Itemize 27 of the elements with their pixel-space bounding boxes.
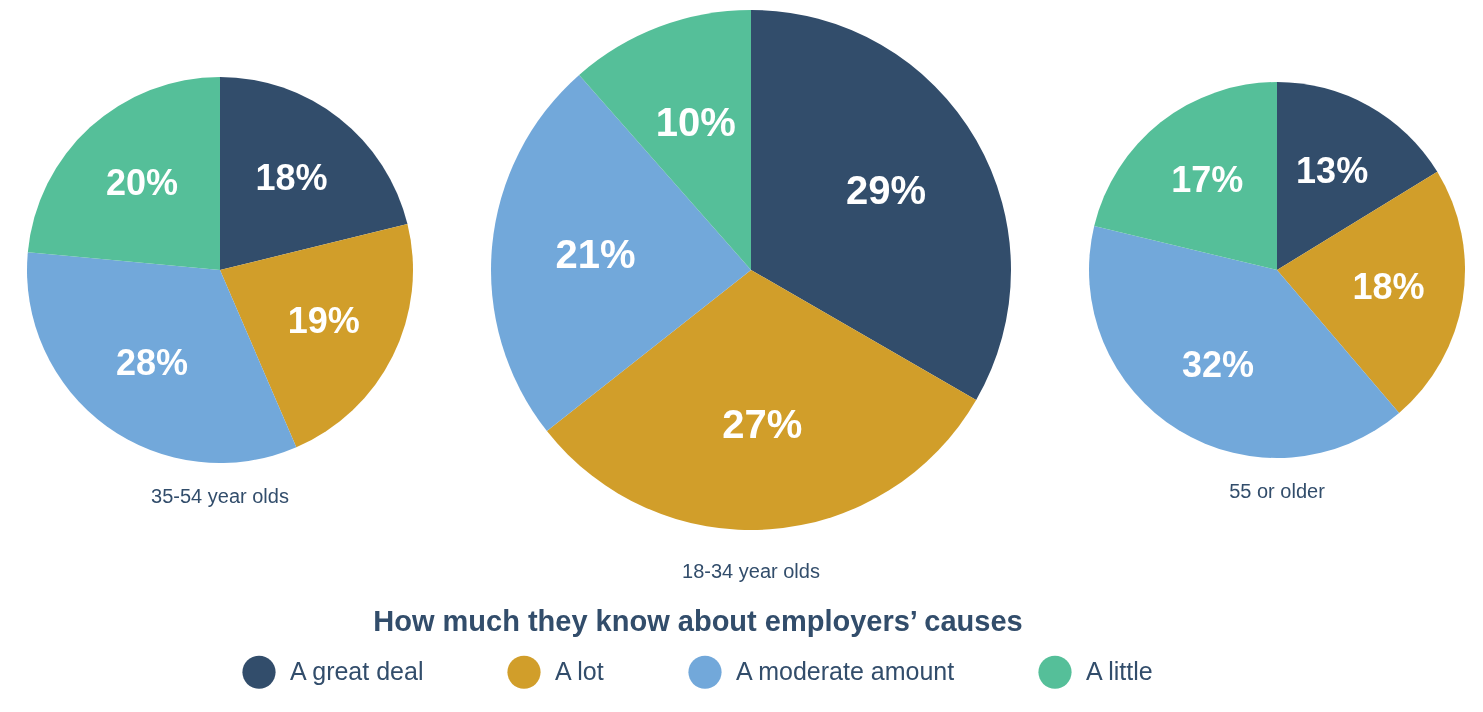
legend-label: A moderate amount xyxy=(736,657,955,686)
pie-slice xyxy=(27,77,220,270)
pie-slice xyxy=(220,224,413,448)
legend-label: A lot xyxy=(555,657,604,686)
data-label: 18% xyxy=(255,156,328,198)
data-label: 28% xyxy=(115,341,188,383)
data-label: 18% xyxy=(1352,265,1425,307)
pie-slice xyxy=(1277,82,1438,270)
data-label: 21% xyxy=(555,231,636,276)
data-label: 20% xyxy=(105,162,179,204)
pie-slice xyxy=(751,10,1011,400)
text: 55 or older xyxy=(1229,480,1326,502)
legend-label: A little xyxy=(1086,657,1153,686)
text: 18-34 year olds xyxy=(682,560,820,582)
data-label: 13% xyxy=(1296,149,1369,191)
pie-slice xyxy=(1094,82,1277,270)
data-label: 29% xyxy=(846,168,927,212)
pie-slice xyxy=(220,77,408,270)
legend-title: How much they know about employers’ causes xyxy=(373,605,1023,637)
data-label: 10% xyxy=(655,100,736,145)
text: 35-54 year olds xyxy=(151,485,289,507)
data-label: 19% xyxy=(287,299,360,341)
data-label: 17% xyxy=(1171,159,1244,201)
data-label: 32% xyxy=(1182,344,1255,386)
pie-slice xyxy=(546,270,977,530)
data-label: 27% xyxy=(722,401,803,446)
legend-label: A great deal xyxy=(290,657,424,686)
